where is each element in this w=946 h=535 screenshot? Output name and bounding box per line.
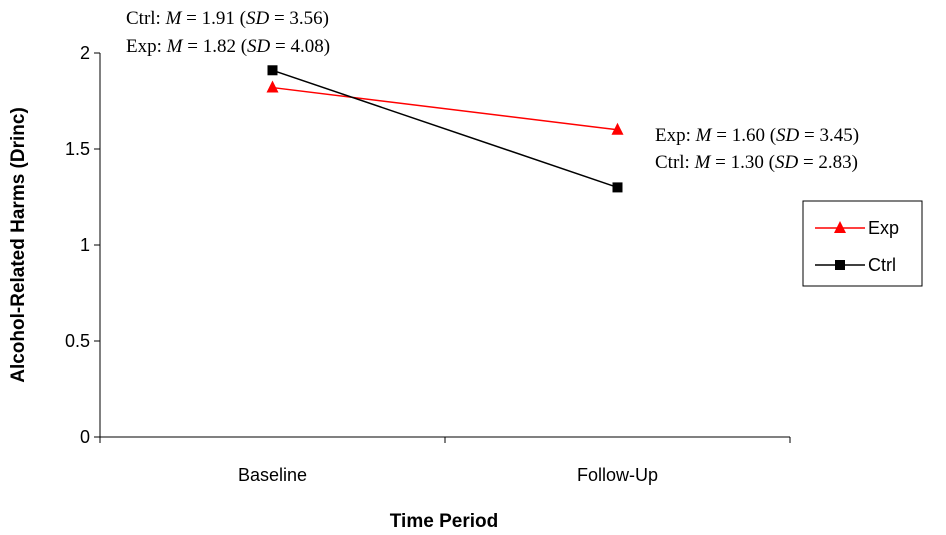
y-axis-title: Alcohol-Related Harms (Drinc): [8, 107, 29, 383]
legend-label-ctrl: Ctrl: [868, 255, 896, 275]
series-layer: [266, 65, 624, 193]
y-ticks: 0 0.5 1 1.5 2: [65, 43, 100, 447]
data-point-exp: [266, 80, 279, 93]
data-point-exp: [611, 122, 624, 135]
y-tick-label: 1.5: [65, 139, 90, 159]
legend: Exp Ctrl: [802, 200, 923, 287]
y-tick-label: 1: [80, 235, 90, 255]
data-point-ctrl: [267, 65, 278, 76]
legend-box: [802, 200, 923, 287]
y-tick-label: 2: [80, 43, 90, 63]
data-point-ctrl: [612, 182, 623, 193]
y-tick-label: 0.5: [65, 331, 90, 351]
legend-marker-exp: [834, 221, 846, 233]
legend-marker-ctrl: [835, 260, 845, 270]
legend-label-exp: Exp: [868, 218, 899, 238]
series-line-exp: [272, 86, 618, 131]
x-tick-label: Follow-Up: [577, 465, 658, 485]
legend-items: Exp Ctrl: [815, 218, 899, 275]
series-line-ctrl: [272, 69, 618, 189]
annotation-followup-ctrl: Ctrl: M = 1.30 (SD = 2.83): [655, 152, 858, 173]
x-axis-title: Time Period: [390, 511, 498, 532]
annotation-followup-exp: Exp: M = 1.60 (SD = 3.45): [655, 125, 859, 146]
annotation-baseline-ctrl: Ctrl: M = 1.91 (SD = 3.56): [126, 8, 329, 29]
y-tick-label: 0: [80, 427, 90, 447]
x-ticks: Baseline Follow-Up: [99, 437, 791, 485]
annotation-baseline-exp: Exp: M = 1.82 (SD = 4.08): [126, 36, 330, 57]
x-tick-label: Baseline: [238, 465, 307, 485]
